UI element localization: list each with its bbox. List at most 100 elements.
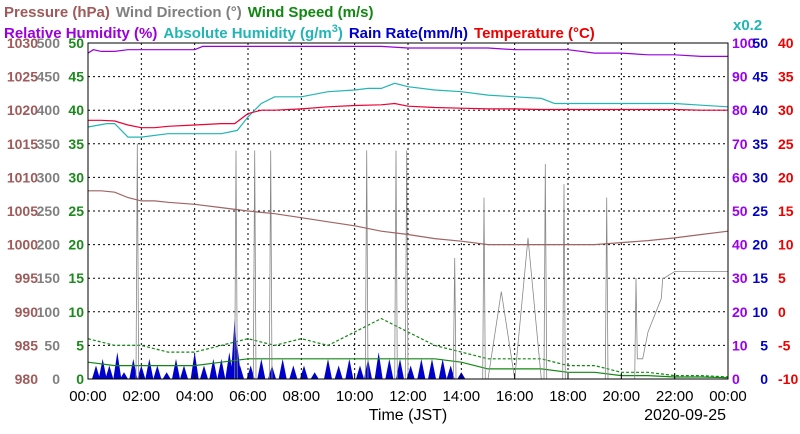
rain-rate-spike — [278, 358, 287, 379]
x-tick-label: 00:00 — [69, 388, 107, 405]
series-line-humidity — [87, 45, 728, 57]
rain-rate-spike — [217, 358, 226, 379]
legend-temperature: Temperature (°C) — [474, 25, 595, 42]
rain-rate-spike — [153, 365, 162, 379]
rain-rate-spike — [345, 358, 354, 379]
tick-rain-rate: 30 — [752, 169, 768, 185]
rain-rate-spike — [162, 372, 171, 379]
x-tick-label: 20:00 — [603, 388, 641, 405]
x-tick-label: 04:00 — [176, 388, 214, 405]
tick-rain-rate: 0 — [760, 371, 768, 387]
series-line-temperature — [88, 102, 728, 129]
rain-rate-spike — [236, 365, 244, 379]
rain-rate-spike — [120, 372, 128, 379]
tick-wind-direction: 250 — [37, 203, 61, 219]
tick-temperature: 10 — [778, 237, 794, 253]
series-line-abs-humidity — [87, 82, 729, 138]
rain-rate-spike — [300, 365, 308, 379]
rain-rate-spike — [374, 352, 383, 379]
tick-temperature: 0 — [778, 304, 786, 320]
tick-humidity: 30 — [732, 270, 748, 286]
rain-rate-spike — [417, 358, 426, 379]
tick-wind-speed: 40 — [68, 102, 84, 118]
rain-rate-spike — [428, 358, 436, 379]
tick-humidity: 60 — [732, 169, 748, 185]
tick-wind-speed: 15 — [68, 270, 84, 286]
tick-pressure: 1020 — [7, 102, 38, 118]
rain-rate-spike — [137, 365, 146, 379]
tick-wind-speed: 10 — [68, 304, 84, 320]
chart-date: 2020-09-25 — [644, 407, 726, 424]
tick-rain-rate: 20 — [752, 237, 768, 253]
x-tick-label: 02:00 — [123, 388, 161, 405]
tick-pressure: 1010 — [7, 169, 38, 185]
tick-rain-rate: 25 — [752, 203, 768, 219]
tick-temperature: 20 — [778, 169, 794, 185]
tick-wind-direction: 200 — [37, 237, 61, 253]
svg-text:Relative Humidity (%)Absolute: Relative Humidity (%) Absolute Humidity (… — [4, 23, 595, 42]
rain-rate-spike — [310, 372, 319, 379]
x-axis: 00:00 02:00 04:00 06:00 08:00 10:00 12:00 14:00… — [69, 374, 747, 405]
legend-abs-humidity-close: ) — [338, 25, 343, 42]
tick-pressure: 1025 — [7, 69, 38, 85]
y-axes: 9809859909951000100510101015102010251030… — [7, 35, 799, 387]
legend: Pressure (hPa) Wind Direction (°) Wind Spe… — [4, 4, 762, 42]
x-tick-label: 22:00 — [656, 388, 694, 405]
tick-wind-direction: 300 — [37, 169, 61, 185]
tick-humidity: 100 — [732, 35, 756, 51]
scale-note: x0.2 — [733, 17, 762, 34]
tick-pressure: 985 — [15, 337, 39, 353]
legend-wind-speed: Wind Speed (m/s) — [248, 4, 374, 21]
rain-rate-spike — [385, 358, 394, 379]
tick-pressure: 990 — [15, 304, 39, 320]
tick-temperature: 5 — [778, 270, 786, 286]
tick-rain-rate: 35 — [752, 136, 768, 152]
tick-rain-rate: 40 — [752, 102, 768, 118]
tick-temperature: 35 — [778, 69, 794, 85]
tick-temperature: -10 — [778, 371, 798, 387]
rain-rate-spike — [438, 358, 447, 379]
tick-wind-direction: 450 — [37, 69, 61, 85]
x-tick-label: 16:00 — [496, 388, 534, 405]
tick-wind-speed: 0 — [76, 371, 84, 387]
x-axis-label: Time (JST) — [369, 407, 448, 424]
tick-humidity: 20 — [732, 304, 748, 320]
rain-rate-spike — [105, 365, 114, 379]
legend-rain-rate: Rain Rate(mm/h) — [349, 25, 468, 42]
rain-rate-spike — [145, 358, 154, 379]
tick-temperature: -5 — [778, 337, 791, 353]
rain-rate-spike — [246, 365, 255, 379]
tick-humidity: 50 — [732, 203, 748, 219]
tick-humidity: 90 — [732, 69, 748, 85]
rain-rate-spike — [180, 365, 188, 379]
rain-rate-spike — [92, 365, 100, 379]
rain-rate-spike — [446, 365, 455, 379]
series-layer — [87, 45, 729, 380]
x-tick-label: 18:00 — [549, 388, 587, 405]
tick-wind-speed: 20 — [68, 237, 84, 253]
tick-wind-speed: 45 — [68, 69, 84, 85]
tick-wind-direction: 400 — [37, 102, 61, 118]
legend-abs-humidity-sup: 3 — [332, 23, 338, 35]
tick-rain-rate: 10 — [752, 304, 768, 320]
rain-rate-spike — [129, 358, 138, 379]
tick-wind-speed: 35 — [68, 136, 84, 152]
rain-rate-spike — [200, 365, 208, 379]
tick-wind-speed: 5 — [76, 337, 84, 353]
legend-humidity: Relative Humidity (%) — [4, 25, 157, 42]
legend-wind-direction: Wind Direction (°) — [116, 4, 242, 21]
rain-rate-spike — [396, 358, 404, 379]
tick-wind-direction: 0 — [52, 371, 60, 387]
x-tick-label: 10:00 — [336, 388, 374, 405]
tick-wind-direction: 150 — [37, 270, 61, 286]
tick-temperature: 40 — [778, 35, 794, 51]
tick-rain-rate: 15 — [752, 270, 768, 286]
tick-humidity: 80 — [732, 102, 748, 118]
tick-rain-rate: 5 — [760, 337, 768, 353]
tick-wind-direction: 500 — [37, 35, 61, 51]
tick-rain-rate: 45 — [752, 69, 768, 85]
rain-rate-spike — [98, 358, 107, 379]
rain-rate-spike — [172, 358, 180, 379]
series-line-pressure — [88, 190, 729, 246]
tick-pressure: 995 — [15, 270, 39, 286]
